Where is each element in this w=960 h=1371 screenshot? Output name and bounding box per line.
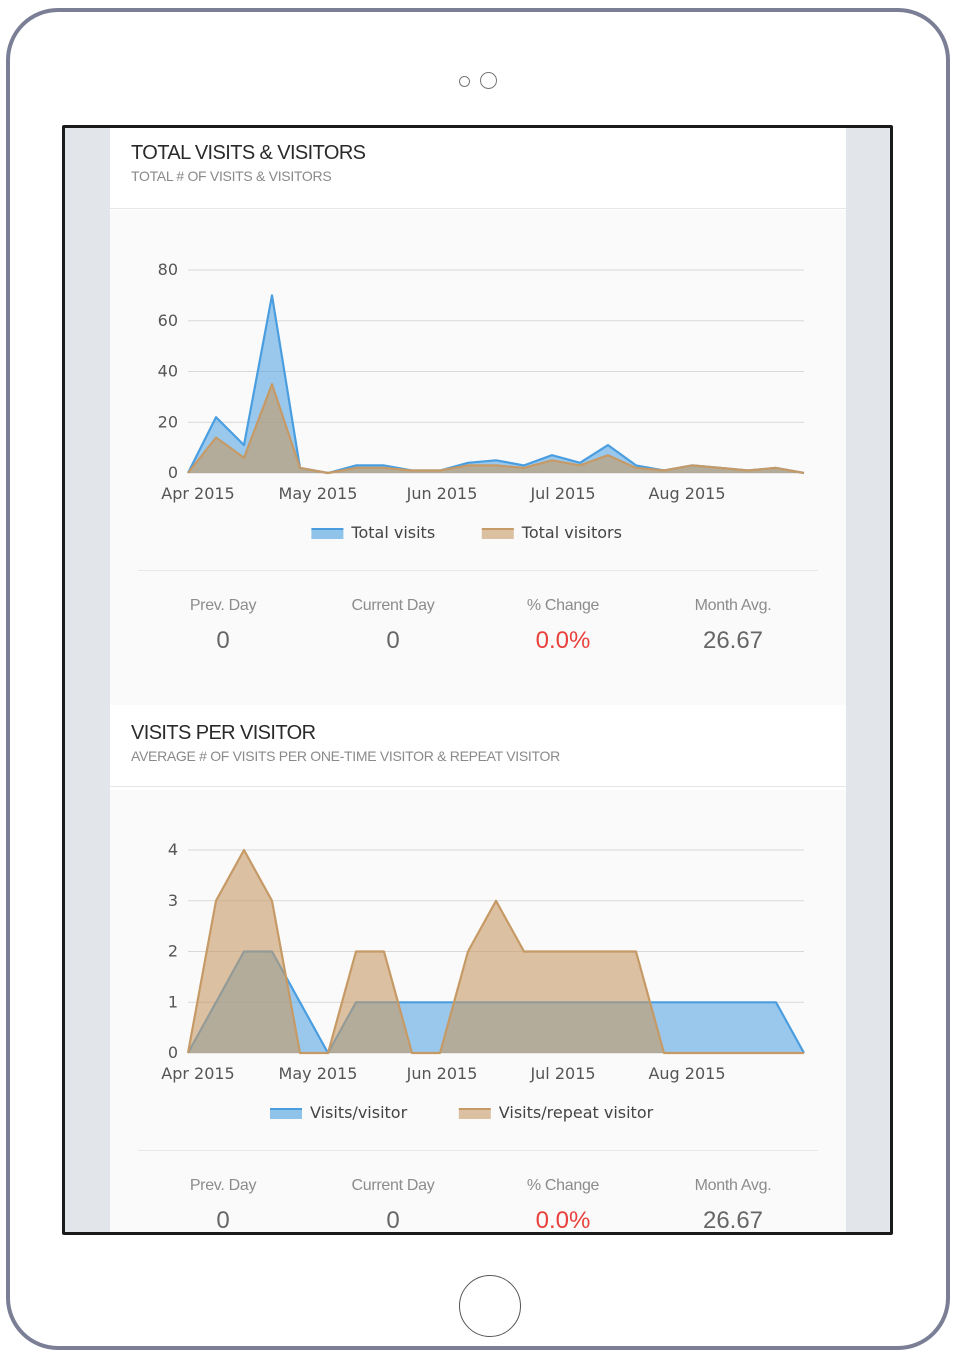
y-tick-label: 40	[158, 362, 178, 381]
chart-container: 0 20 40 60 80 Apr 2015 May 2015 Jun 2015 Jul 201…	[110, 210, 846, 705]
y-tick-label: 0	[168, 463, 178, 482]
x-tick-label: Apr 2015	[161, 1064, 234, 1083]
section-header: TOTAL VISITS & VISITORS TOTAL # OF VISIT…	[110, 128, 846, 209]
stat-change: % Change 0.0%	[478, 1177, 648, 1234]
legend-label[interactable]: Total visitors	[521, 523, 622, 542]
series-line-secondary	[187, 383, 805, 475]
stat-value: 0	[386, 1207, 400, 1234]
legend-swatch[interactable]	[311, 529, 344, 539]
legend-swatch[interactable]	[458, 1109, 491, 1119]
x-tick-label: May 2015	[279, 1064, 358, 1083]
visits-per-visitor-chart: 0 1 2 3 4 Apr 2015 May 2015 Jun 2015 Jul 2015 Aug…	[161, 840, 805, 1122]
x-tick-label: Jul 2015	[529, 484, 595, 503]
stat-value: 0.0%	[535, 1207, 591, 1234]
dashboard-panel: TOTAL VISITS & VISITORS TOTAL # OF VISIT…	[110, 128, 846, 1232]
series-area-secondary	[188, 384, 804, 473]
stat-label: % Change	[526, 597, 600, 614]
section-title: VISITS PER VISITOR	[131, 722, 316, 744]
x-tick-label: Jul 2015	[529, 1064, 595, 1083]
stats-row: Prev. Day 0 Current Day 0 % Change 0.0% …	[138, 1150, 818, 1232]
sensor-icon	[459, 76, 470, 87]
x-tick-label: Jun 2015	[406, 484, 478, 503]
section-header: VISITS PER VISITOR AVERAGE # OF VISITS P…	[110, 706, 846, 787]
stat-month-avg: Month Avg. 26.67	[648, 597, 818, 655]
total-visits-chart: 0 20 40 60 80 Apr 2015 May 2015 Jun 2015 Jul 201…	[158, 260, 805, 542]
legend-label[interactable]: Total visits	[350, 523, 435, 542]
y-tick-label: 4	[168, 840, 178, 859]
x-tick-label: May 2015	[279, 484, 358, 503]
x-tick-label: Aug 2015	[648, 484, 725, 503]
legend-label[interactable]: Visits/visitor	[310, 1103, 408, 1122]
y-tick-label: 1	[168, 992, 178, 1011]
stat-value: 0	[216, 627, 230, 654]
y-tick-label: 0	[168, 1043, 178, 1062]
stat-current-day: Current Day 0	[308, 597, 478, 655]
stat-prev-day: Prev. Day 0	[138, 597, 308, 655]
section-title: TOTAL VISITS & VISITORS	[131, 142, 366, 164]
stats-row: Prev. Day 0 Current Day 0 % Change 0.0% …	[138, 570, 818, 654]
y-tick-label: 3	[168, 891, 178, 910]
stat-label: % Change	[526, 1177, 600, 1194]
x-tick-label: Aug 2015	[648, 1064, 725, 1083]
camera-icon	[480, 72, 497, 89]
stat-value: 0	[386, 627, 400, 654]
stat-label: Current Day	[351, 1177, 435, 1194]
section-subtitle: AVERAGE # OF VISITS PER ONE-TIME VISITOR…	[131, 748, 560, 764]
stat-label: Prev. Day	[189, 1177, 257, 1194]
y-tick-label: 20	[158, 412, 178, 431]
chart-container: 0 1 2 3 4 Apr 2015 May 2015 Jun 2015 Jul 2015 Aug…	[110, 790, 846, 1232]
legend-label[interactable]: Visits/repeat visitor	[499, 1103, 654, 1122]
tablet-screen: TOTAL VISITS & VISITORS TOTAL # OF VISIT…	[62, 125, 893, 1235]
stat-current-day: Current Day 0	[308, 1177, 478, 1234]
stat-value: 26.67	[702, 627, 764, 654]
legend-swatch[interactable]	[270, 1109, 302, 1119]
stat-label: Month Avg.	[694, 597, 772, 614]
stat-month-avg: Month Avg. 26.67	[648, 1177, 818, 1234]
legend-swatch[interactable]	[481, 529, 514, 539]
stat-prev-day: Prev. Day 0	[138, 1177, 308, 1234]
x-tick-label: Apr 2015	[161, 484, 234, 503]
stat-change: % Change 0.0%	[478, 597, 648, 655]
home-button[interactable]	[459, 1275, 521, 1337]
x-tick-label: Jun 2015	[406, 1064, 478, 1083]
stat-label: Month Avg.	[694, 1177, 772, 1194]
stat-label: Current Day	[351, 597, 435, 614]
y-tick-label: 80	[158, 260, 178, 279]
stat-value: 26.67	[702, 1207, 764, 1234]
stat-label: Prev. Day	[189, 597, 257, 614]
y-tick-label: 2	[168, 942, 178, 961]
stat-value: 0.0%	[535, 627, 591, 654]
section-subtitle: TOTAL # OF VISITS & VISITORS	[131, 168, 332, 184]
series-line-secondary	[186, 848, 804, 1055]
y-tick-label: 60	[158, 311, 178, 330]
stat-value: 0	[216, 1207, 230, 1234]
